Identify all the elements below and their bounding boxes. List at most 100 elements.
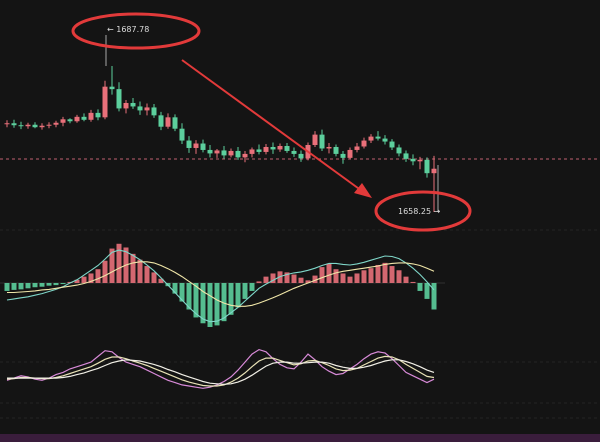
candle-body	[172, 117, 178, 129]
candle-body	[4, 123, 10, 125]
macd-bar	[256, 281, 262, 283]
candle-body	[158, 115, 164, 127]
macd-bar	[298, 277, 304, 283]
candle-body	[235, 150, 241, 158]
candle-body	[354, 146, 360, 150]
high-highlight-ellipse	[71, 12, 201, 50]
macd-bar	[53, 283, 59, 286]
macd-bar	[249, 283, 255, 291]
candle-body	[277, 145, 283, 150]
candle-body	[340, 153, 346, 158]
macd-bar	[221, 283, 227, 322]
candle-body	[312, 134, 318, 146]
candle-body	[123, 102, 129, 109]
macd-bar	[305, 280, 311, 283]
candle-body	[193, 143, 199, 148]
candle-body	[228, 150, 234, 156]
macd-bar	[242, 283, 248, 299]
candle-body	[207, 149, 213, 154]
macd-bar	[431, 283, 437, 310]
candle-body	[165, 117, 171, 127]
candle-body	[291, 150, 297, 154]
annotations: ← 1687.78 1658.25 →	[71, 12, 472, 232]
trend-arrow-head	[354, 183, 372, 198]
macd-bar	[18, 283, 24, 290]
candle-body	[417, 159, 423, 162]
macd-bar	[228, 283, 234, 315]
macd-bar	[214, 283, 220, 326]
macd-bar	[368, 268, 374, 283]
candle-body	[256, 149, 262, 152]
low-highlight-ellipse	[374, 190, 472, 232]
candle-body	[396, 147, 402, 154]
candle-body	[389, 141, 395, 148]
kdj-panel	[6, 348, 435, 389]
macd-bar	[354, 273, 360, 283]
macd-panel	[0, 243, 445, 327]
macd-bar	[200, 283, 206, 324]
macd-bar	[74, 279, 80, 283]
macd-bar	[137, 259, 143, 283]
macd-bar	[11, 283, 17, 290]
trend-arrow	[181, 59, 363, 192]
candle-body	[39, 125, 45, 128]
candle-body	[424, 159, 430, 174]
macd-bar	[410, 281, 416, 283]
macd-bar	[333, 269, 339, 283]
macd-bar	[403, 276, 409, 283]
candle-body	[326, 146, 332, 149]
candle-body	[81, 116, 87, 120]
candle-body	[137, 106, 143, 111]
macd-bar	[81, 276, 87, 283]
macd-bar	[46, 283, 52, 286]
gridlines	[0, 229, 600, 419]
candle-body	[403, 153, 409, 159]
candle-body	[67, 119, 73, 122]
macd-bar	[319, 267, 325, 283]
macd-bar	[186, 283, 192, 310]
macd-bar	[116, 243, 122, 283]
macd-dea-line	[7, 261, 435, 307]
candle-body	[298, 153, 304, 159]
macd-bar	[424, 283, 430, 299]
candle-body	[284, 145, 290, 151]
candle-body	[11, 123, 17, 126]
macd-dif-line	[6, 249, 435, 323]
candle-body	[263, 146, 269, 152]
candle-body	[102, 86, 108, 118]
kdj-line-2	[7, 359, 435, 385]
candle-body	[179, 128, 185, 141]
macd-bar	[361, 270, 367, 283]
bottom-indicator-strip	[0, 434, 600, 442]
macd-bar	[25, 283, 31, 289]
low-price-label: 1658.25 →	[398, 207, 441, 216]
candle-body	[60, 119, 66, 123]
macd-bar	[60, 283, 66, 285]
candle-body	[130, 102, 136, 107]
macd-bar	[32, 283, 38, 288]
macd-bar	[4, 283, 10, 291]
macd-bar	[382, 262, 388, 283]
candle-body	[410, 158, 416, 162]
macd-bar	[270, 273, 276, 283]
macd-bar	[291, 274, 297, 283]
candle-body	[144, 107, 150, 111]
candle-body	[151, 107, 157, 116]
macd-bar	[151, 272, 157, 283]
macd-bar	[109, 248, 115, 283]
candle-body	[186, 140, 192, 148]
candle-body	[347, 149, 353, 158]
macd-bar	[39, 283, 45, 287]
candle-body	[242, 153, 248, 158]
candle-body	[116, 89, 122, 109]
macd-bar	[193, 283, 199, 318]
macd-bar	[207, 283, 213, 327]
candle-body	[74, 116, 80, 122]
kdj-line-1	[6, 355, 435, 387]
macd-bar	[263, 276, 269, 283]
candle-body	[249, 149, 255, 154]
candle-body	[46, 124, 52, 126]
candle-body	[95, 112, 101, 118]
